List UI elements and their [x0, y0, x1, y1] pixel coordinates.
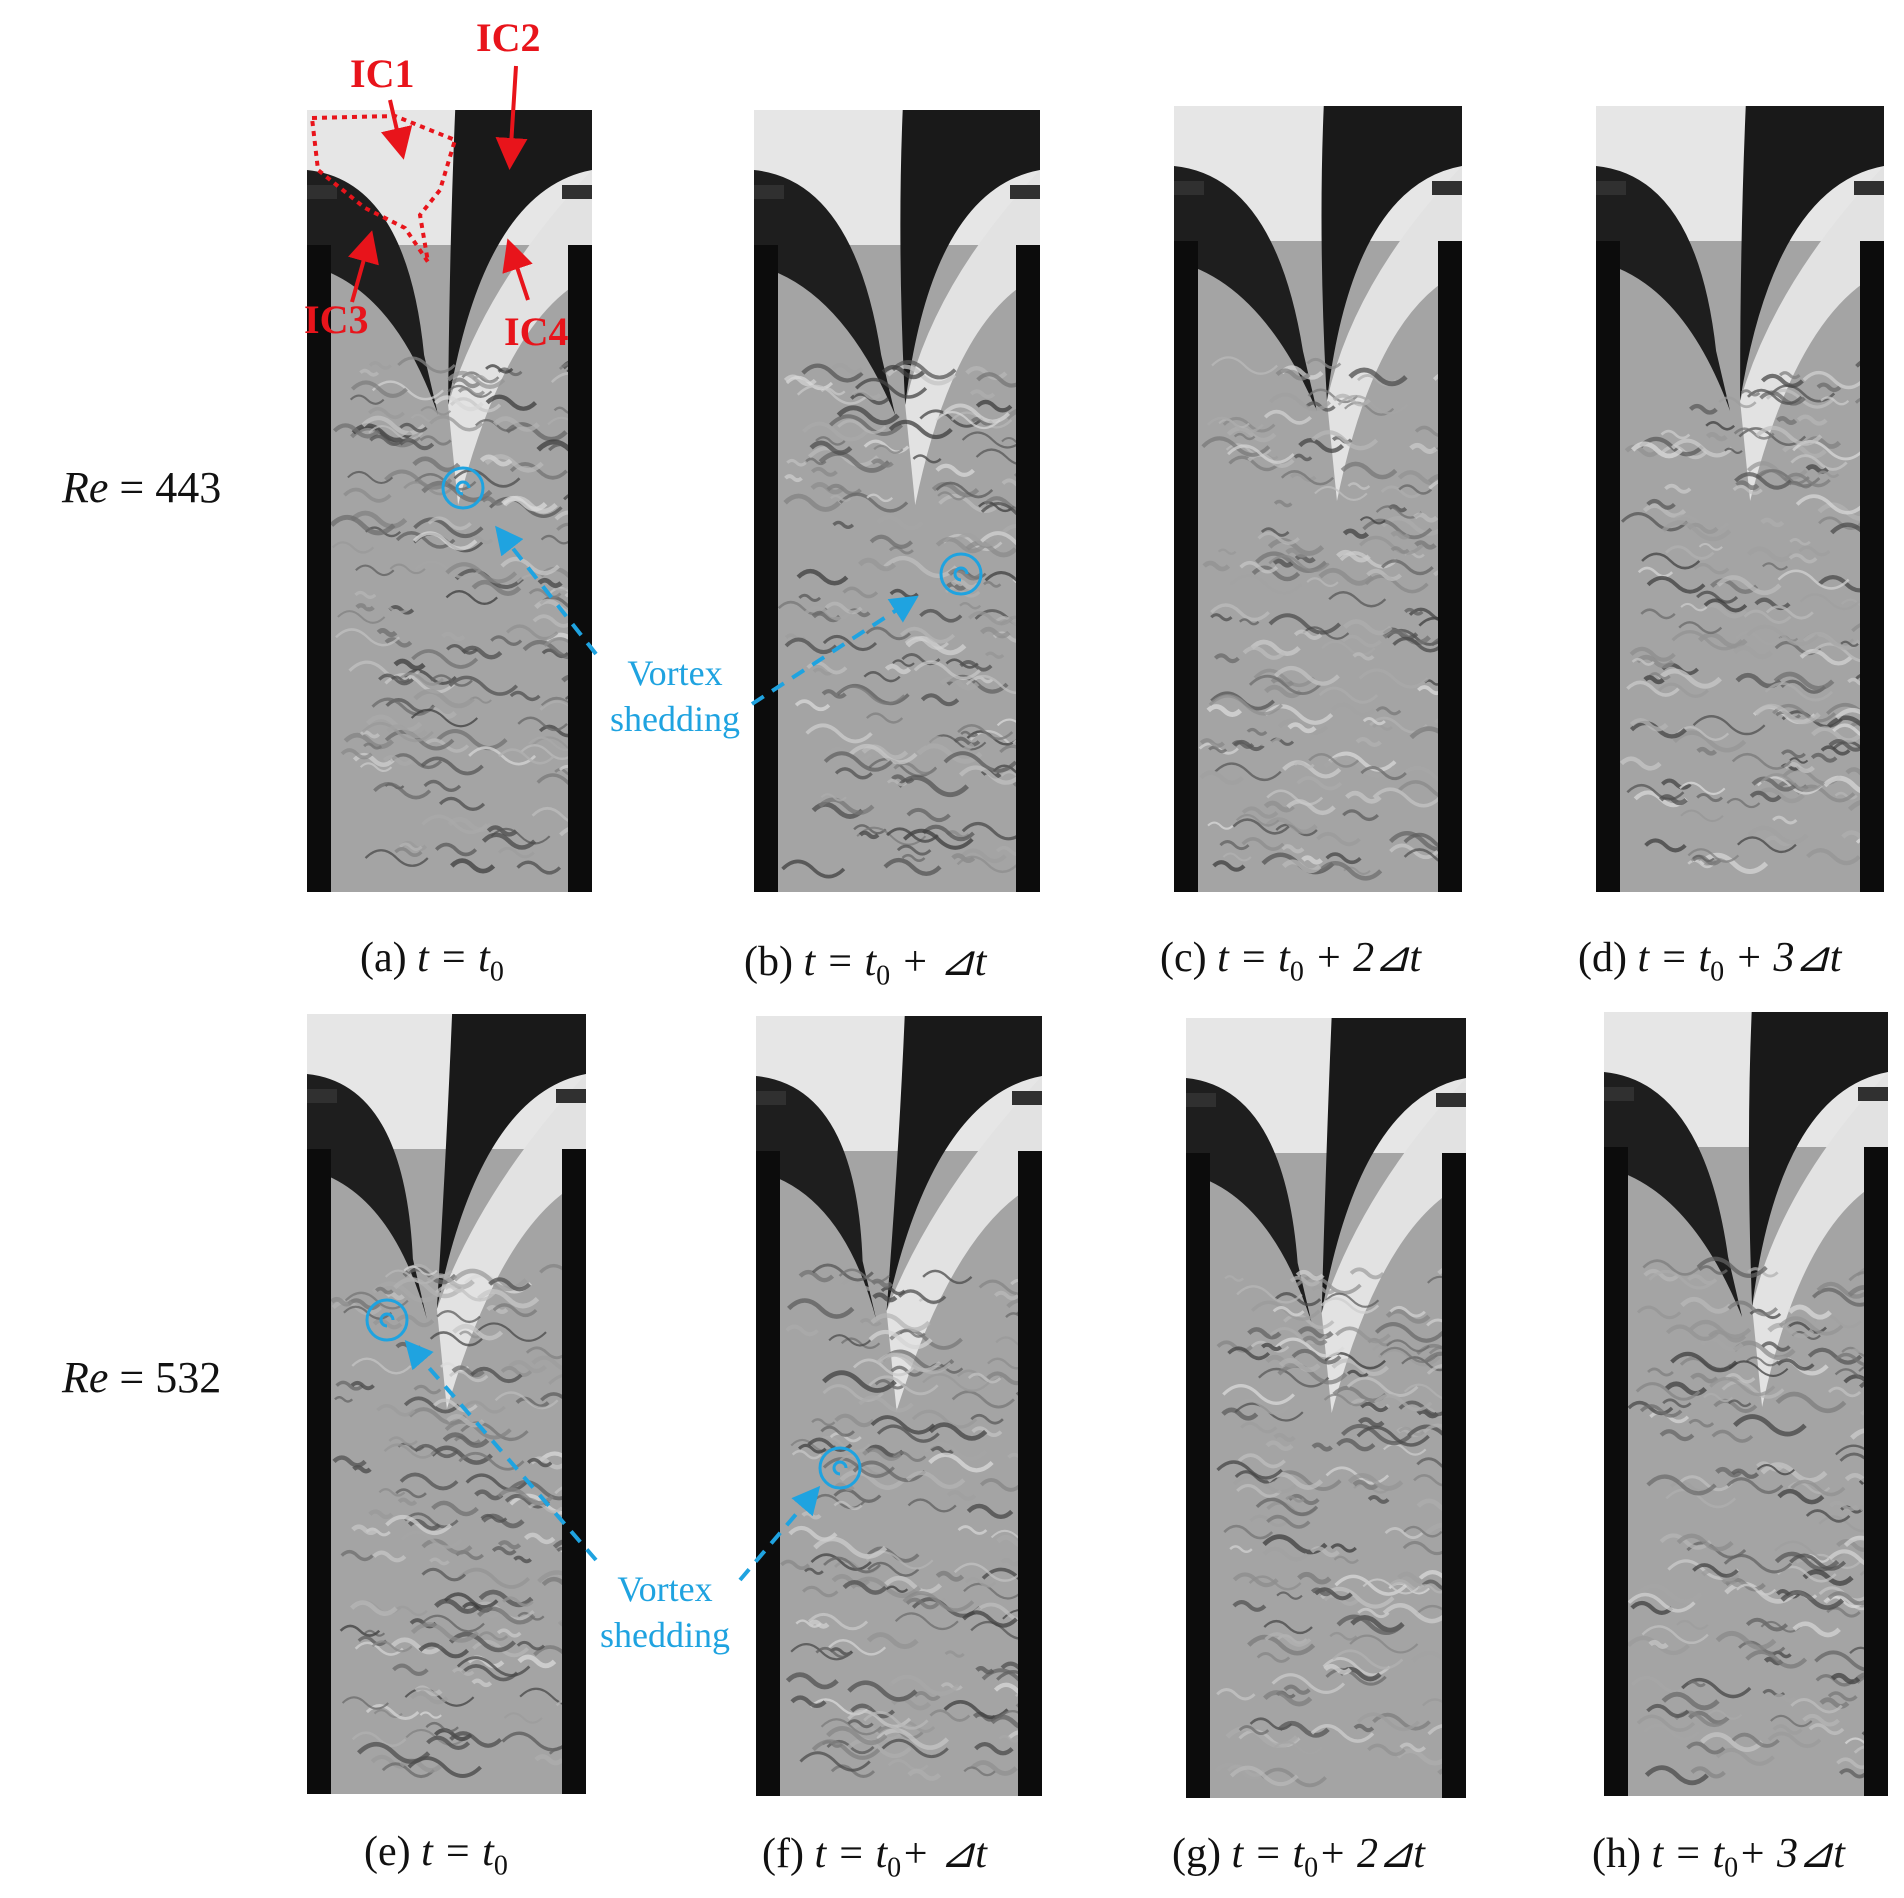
caption-a: (a) t = t0: [360, 935, 504, 988]
caption-c: (c) t = t0 + 2⊿t: [1160, 935, 1422, 988]
row-label-re-443: Re = 443: [62, 463, 222, 512]
caption-g: (g) t = t0+ 2⊿t: [1172, 1831, 1425, 1884]
flow-image: [1604, 1012, 1888, 1796]
label-ic1: IC1: [350, 51, 415, 96]
flow-image: [307, 110, 592, 892]
panel-a-image: [307, 110, 592, 892]
flow-image: [307, 1014, 586, 1794]
flow-image: [1596, 106, 1884, 892]
flow-image: [1186, 1018, 1466, 1798]
flow-image: [1174, 106, 1462, 892]
label-ic4: IC4: [504, 309, 569, 354]
panel-b-image: [754, 110, 1040, 892]
panel-e-image: [307, 1014, 586, 1794]
caption-e: (e) t = t0: [364, 1829, 508, 1882]
panel-d-image: [1596, 106, 1884, 892]
panel-h-image: [1604, 1012, 1888, 1796]
label-vortex-shedding-top: Vortex shedding: [610, 653, 740, 739]
label-ic3: IC3: [304, 297, 369, 342]
label-vortex-shedding-bottom: Vortex shedding: [600, 1569, 730, 1655]
label-ic2: IC2: [476, 15, 541, 60]
caption-f: (f) t = t0+ ⊿t: [762, 1831, 987, 1884]
panel-c-image: [1174, 106, 1462, 892]
caption-d: (d) t = t0 + 3⊿t: [1578, 935, 1842, 988]
panel-f-image: [756, 1016, 1042, 1796]
row-label-re-532: Re = 532: [62, 1353, 222, 1402]
caption-b: (b) t = t0 + ⊿t: [744, 939, 987, 992]
flow-image: [754, 110, 1040, 892]
caption-h: (h) t = t0+ 3⊿t: [1592, 1831, 1845, 1884]
panel-g-image: [1186, 1018, 1466, 1798]
flow-image: [756, 1016, 1042, 1796]
